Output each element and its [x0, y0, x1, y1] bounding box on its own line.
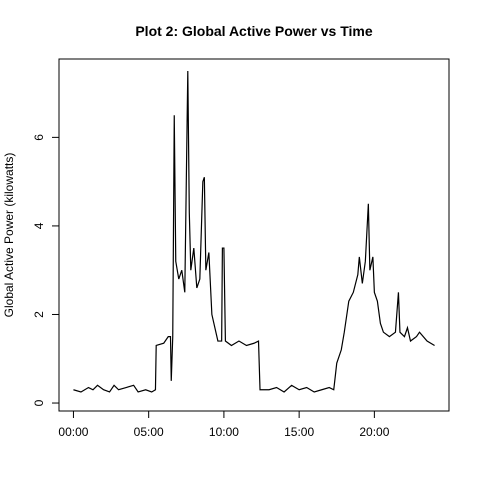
y-tick-label: 6	[32, 134, 46, 141]
y-tick-label: 0	[32, 399, 46, 406]
x-tick-label: 00:00	[58, 425, 88, 439]
power-line	[73, 70, 435, 393]
x-tick-label: 15:00	[284, 425, 314, 439]
y-axis-label: Global Active Power (kilowatts)	[2, 153, 16, 318]
chart-title: Plot 2: Global Active Power vs Time	[135, 23, 373, 39]
x-tick-label: 10:00	[209, 425, 239, 439]
x-tick-label: 05:00	[134, 425, 164, 439]
x-tick-label: 20:00	[359, 425, 389, 439]
y-tick-label: 4	[32, 222, 46, 229]
y-tick-label: 2	[32, 311, 46, 318]
